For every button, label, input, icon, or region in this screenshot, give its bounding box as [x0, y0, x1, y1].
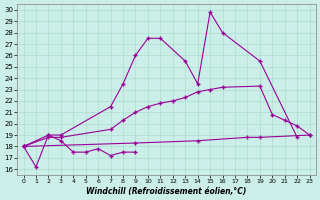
X-axis label: Windchill (Refroidissement éolien,°C): Windchill (Refroidissement éolien,°C) [86, 187, 247, 196]
